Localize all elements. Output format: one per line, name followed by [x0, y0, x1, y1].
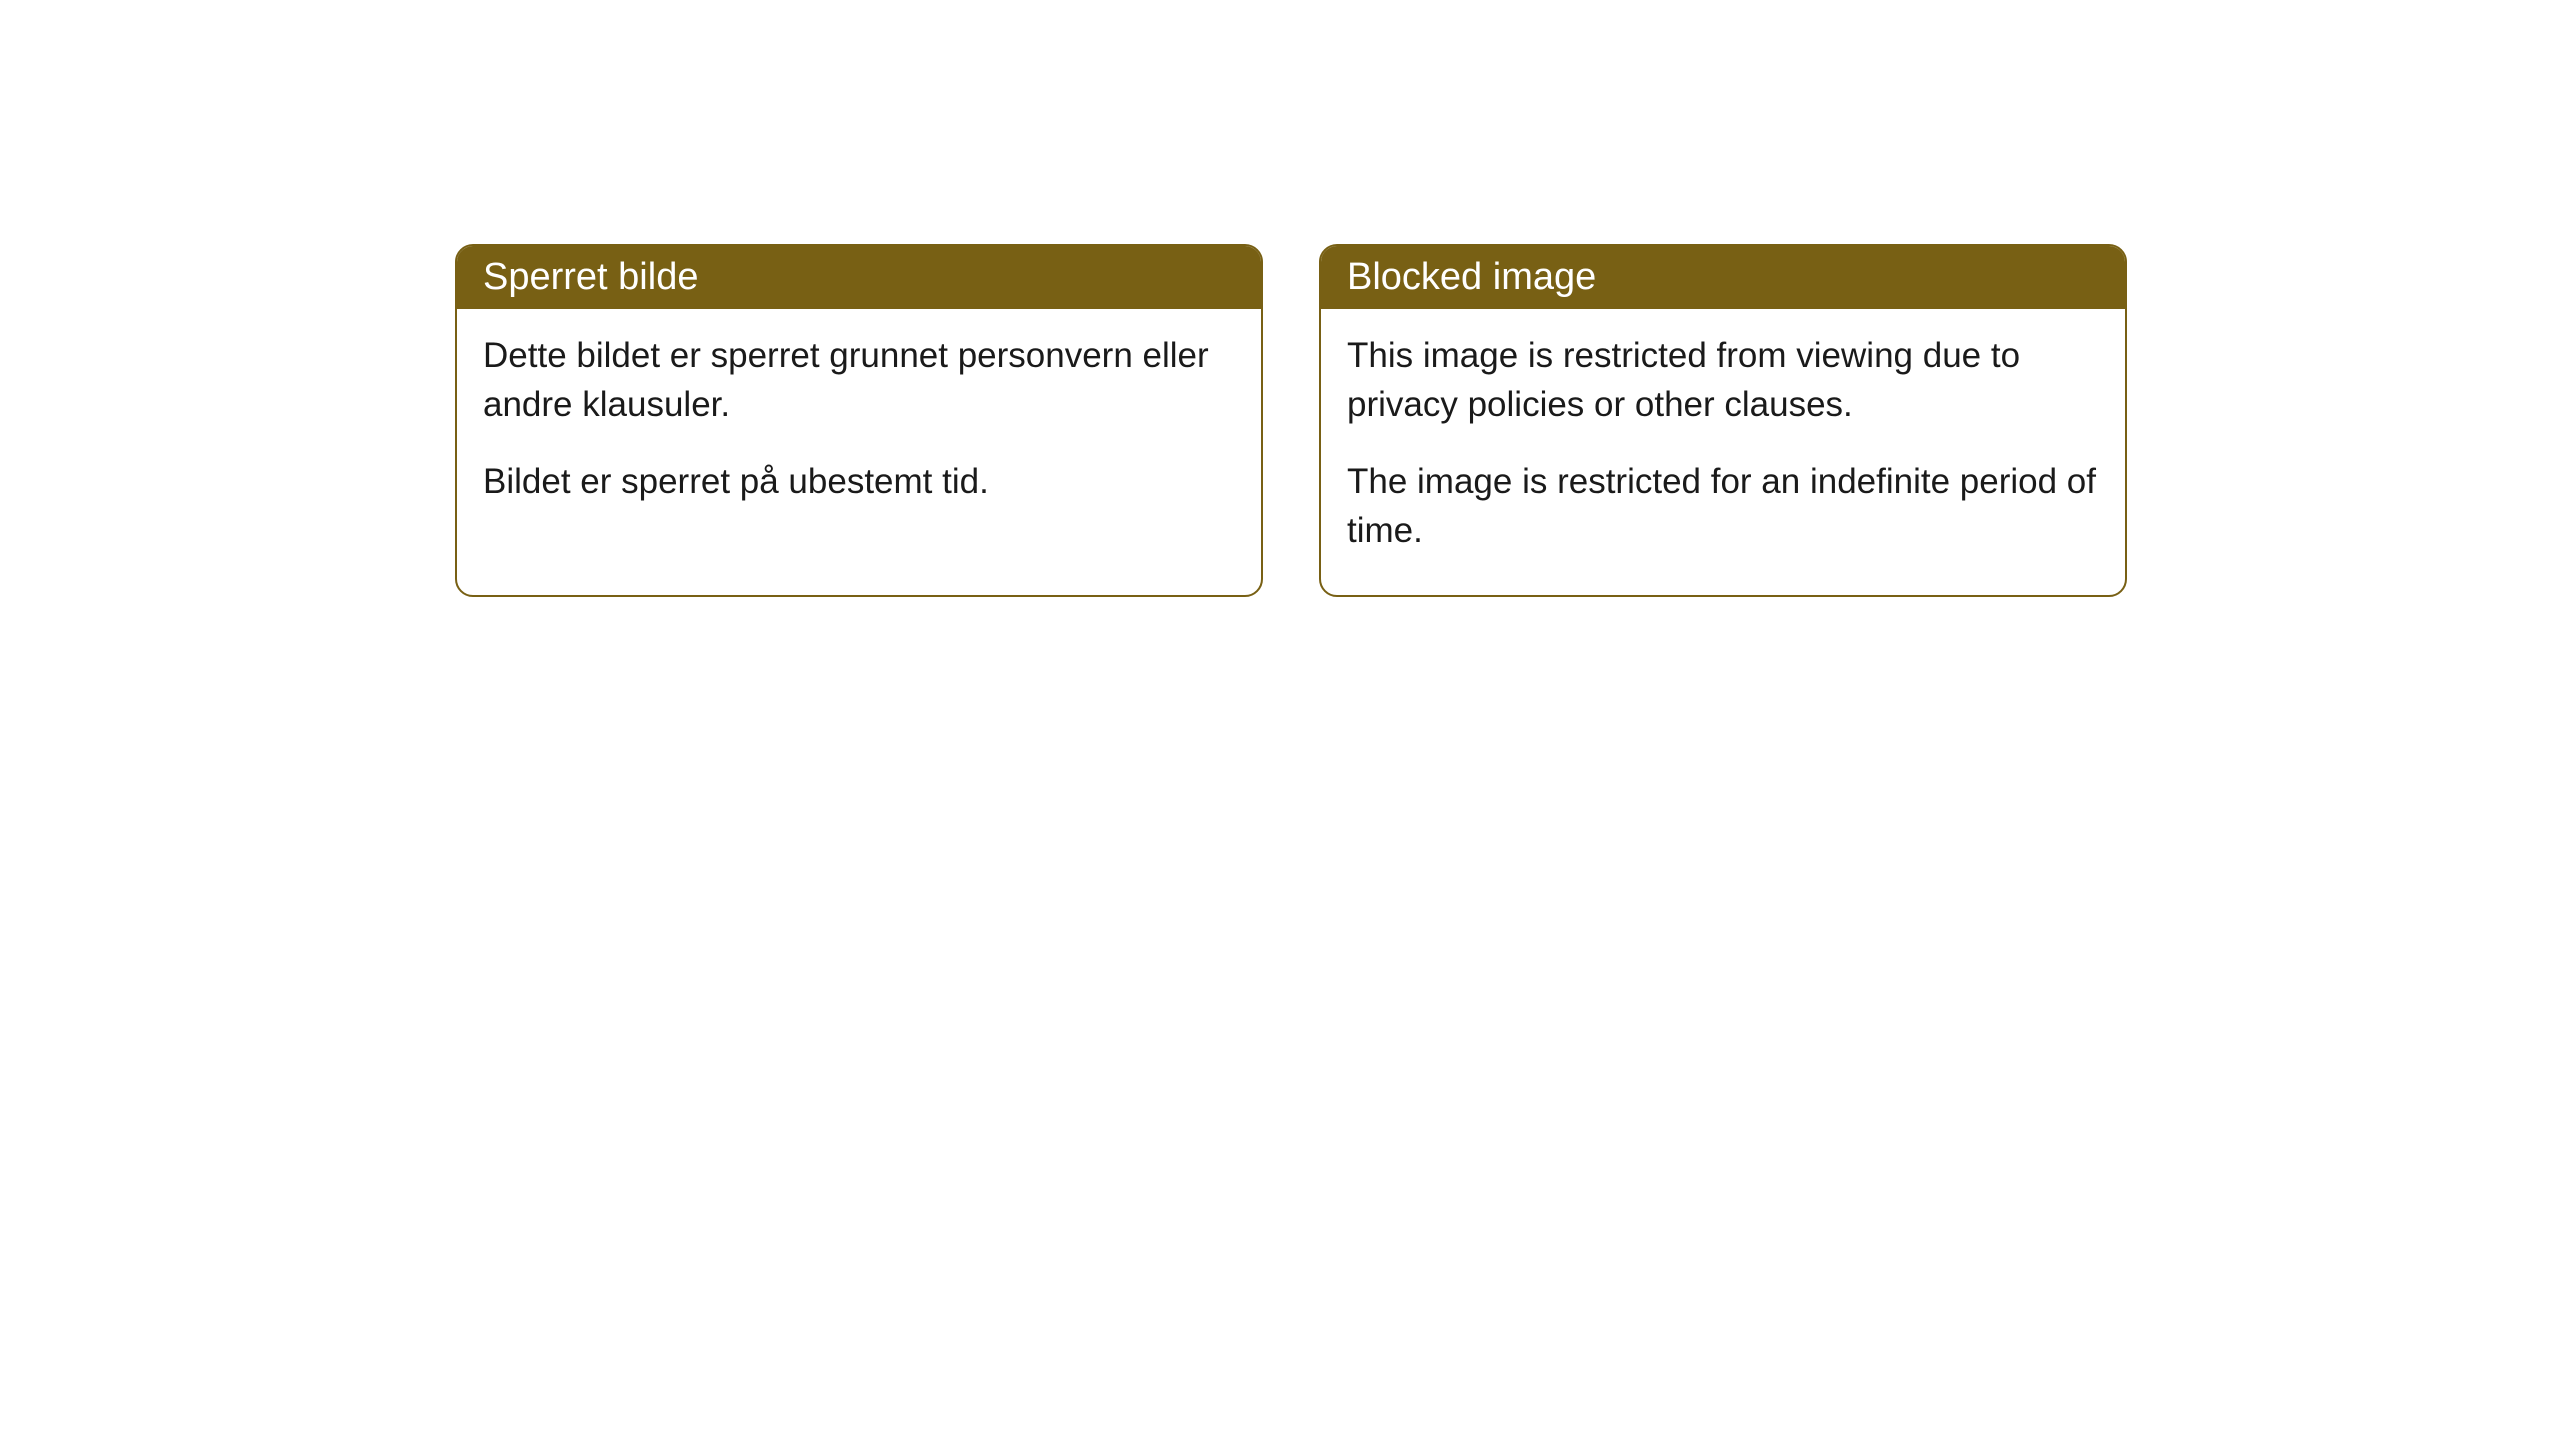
notice-card-english: Blocked image This image is restricted f…: [1319, 244, 2127, 597]
card-header: Sperret bilde: [457, 246, 1261, 309]
card-paragraph: The image is restricted for an indefinit…: [1347, 457, 2099, 555]
card-paragraph: This image is restricted from viewing du…: [1347, 331, 2099, 429]
notice-cards-container: Sperret bilde Dette bildet er sperret gr…: [455, 244, 2127, 597]
card-title: Blocked image: [1347, 256, 1596, 298]
card-paragraph: Bildet er sperret på ubestemt tid.: [483, 457, 1235, 506]
card-header: Blocked image: [1321, 246, 2125, 309]
card-body: This image is restricted from viewing du…: [1321, 309, 2125, 595]
notice-card-norwegian: Sperret bilde Dette bildet er sperret gr…: [455, 244, 1263, 597]
card-paragraph: Dette bildet er sperret grunnet personve…: [483, 331, 1235, 429]
card-body: Dette bildet er sperret grunnet personve…: [457, 309, 1261, 546]
card-title: Sperret bilde: [483, 256, 698, 298]
